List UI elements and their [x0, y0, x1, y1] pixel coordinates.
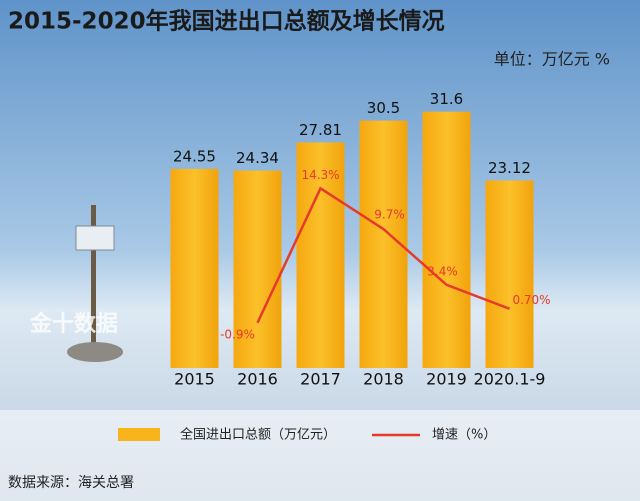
line-value-label: 9.7%: [374, 208, 405, 222]
bar-value-label: 24.55: [173, 147, 216, 165]
signpost: [91, 205, 96, 350]
x-tick-label: 2018: [363, 370, 404, 389]
line-value-label: 3.4%: [427, 264, 458, 278]
growth-line: [256, 186, 510, 324]
chart-title: 2015-2020年我国进出口总额及增长情况: [8, 8, 445, 35]
line-value-label: 0.70%: [512, 293, 550, 307]
legend-label: 全国进出口总额（万亿元）: [180, 427, 336, 443]
rock: [67, 342, 123, 362]
bar: [485, 180, 534, 368]
source: 数据来源：海关总署: [8, 475, 134, 491]
x-tick-label: 2016: [237, 370, 278, 389]
x-tick-label: 2017: [300, 370, 341, 389]
line-value-label: 14.3%: [301, 168, 339, 182]
bar-value-label: 31.6: [430, 90, 463, 108]
bar-value-label: 24.34: [236, 149, 279, 167]
legend-swatch: [118, 428, 160, 441]
bar: [170, 168, 219, 368]
bar-value-label: 27.81: [299, 121, 342, 139]
bar: [233, 170, 282, 368]
bar-value-label: 23.12: [488, 159, 531, 177]
line-value-label: -0.9%: [220, 327, 255, 341]
bar-value-label: 30.5: [367, 99, 400, 117]
unit-note: 单位：万亿元 %: [494, 50, 610, 69]
legend-label: 增速（%）: [432, 428, 496, 443]
bar: [296, 142, 345, 368]
legend-panel: [0, 410, 640, 501]
sign: [75, 225, 115, 251]
x-tick-label: 2020.1-9: [474, 370, 546, 389]
x-tick-label: 2019: [426, 370, 467, 389]
x-tick-label: 2015: [174, 370, 215, 389]
bar: [422, 111, 471, 368]
watermark: 金十数据: [29, 311, 118, 337]
